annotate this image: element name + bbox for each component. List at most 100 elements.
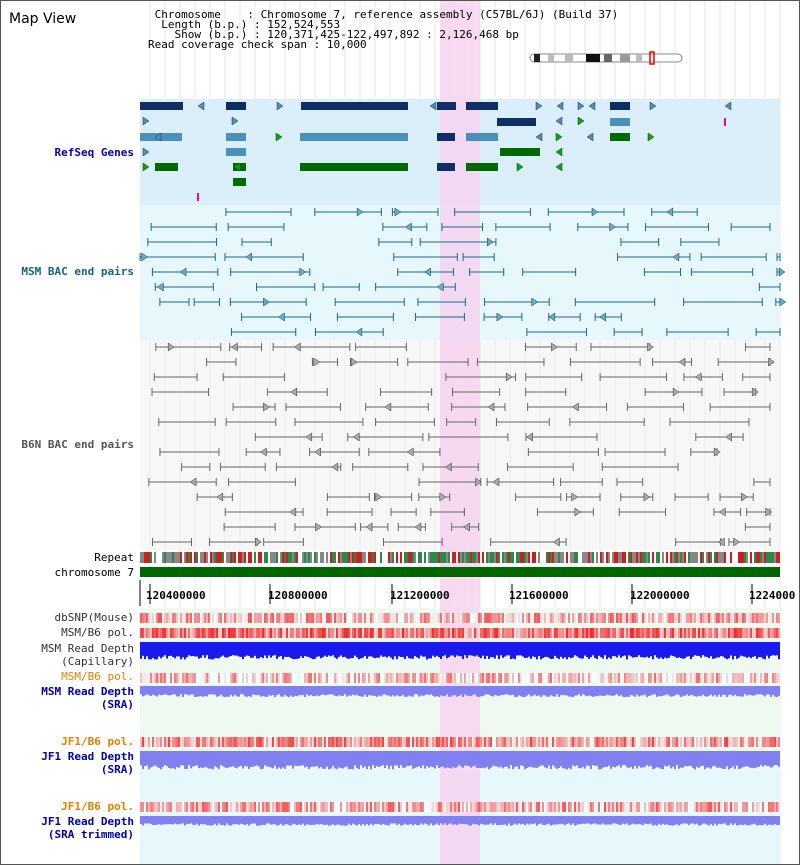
polymorphism-heat-cell bbox=[704, 628, 706, 638]
polymorphism-heat-cell bbox=[230, 613, 232, 623]
polymorphism-heat-cell bbox=[538, 673, 540, 683]
read-depth-bar bbox=[552, 686, 554, 697]
repeat-segment bbox=[688, 552, 690, 563]
read-depth-bar bbox=[218, 642, 220, 659]
repeat-segment bbox=[254, 552, 256, 563]
polymorphism-heat-cell bbox=[396, 673, 398, 683]
polymorphism-heat-cell bbox=[504, 628, 506, 638]
read-depth-bar bbox=[180, 816, 182, 824]
read-depth-bar bbox=[338, 642, 340, 657]
read-depth-bar bbox=[200, 686, 202, 697]
polymorphism-heat-cell bbox=[326, 802, 328, 812]
polymorphism-heat-cell bbox=[544, 613, 546, 623]
read-depth-bar bbox=[762, 816, 764, 826]
polymorphism-heat-cell bbox=[428, 802, 430, 812]
read-depth-bar bbox=[424, 751, 426, 769]
polymorphism-heat-cell bbox=[616, 613, 618, 623]
read-depth-bar bbox=[348, 751, 350, 770]
polymorphism-heat-cell bbox=[384, 613, 386, 623]
repeat-segment bbox=[504, 552, 506, 563]
polymorphism-heat-cell bbox=[620, 802, 622, 812]
polymorphism-heat-cell bbox=[440, 628, 442, 638]
polymorphism-heat-cell bbox=[752, 613, 754, 623]
read-depth-bar bbox=[268, 686, 270, 696]
polymorphism-heat-cell bbox=[164, 802, 166, 812]
read-depth-bar bbox=[410, 816, 412, 825]
read-depth-bar bbox=[298, 686, 300, 696]
polymorphism-heat-cell bbox=[506, 628, 508, 638]
polymorphism-heat-cell bbox=[522, 673, 524, 683]
read-depth-bar bbox=[690, 686, 692, 696]
repeat-segment bbox=[180, 552, 182, 563]
polymorphism-heat-cell bbox=[322, 613, 324, 623]
gene-strand-arrow bbox=[278, 312, 285, 322]
repeat-segment bbox=[450, 552, 452, 563]
read-depth-bar bbox=[512, 686, 514, 695]
gene-exon-block bbox=[466, 102, 498, 110]
read-depth-bar bbox=[460, 751, 462, 767]
polymorphism-heat-cell bbox=[772, 613, 774, 623]
repeat-segment bbox=[562, 552, 564, 563]
read-depth-bar bbox=[414, 642, 416, 657]
read-depth-bar bbox=[502, 686, 504, 696]
read-depth-bar bbox=[252, 751, 254, 767]
polymorphism-heat-cell bbox=[240, 613, 242, 623]
read-depth-bar bbox=[344, 751, 346, 768]
read-depth-bar bbox=[148, 751, 150, 770]
read-depth-bar bbox=[722, 751, 724, 769]
polymorphism-heat-cell bbox=[248, 802, 250, 812]
polymorphism-heat-cell bbox=[714, 613, 716, 623]
repeat-segment bbox=[422, 552, 424, 563]
read-depth-bar bbox=[686, 816, 688, 824]
read-depth-bar bbox=[180, 686, 182, 695]
polymorphism-heat-cell bbox=[740, 802, 742, 812]
repeat-segment bbox=[252, 552, 254, 563]
polymorphism-heat-cell bbox=[436, 737, 438, 747]
read-depth-bar bbox=[626, 816, 628, 824]
polymorphism-heat-cell bbox=[594, 673, 596, 683]
polymorphism-heat-cell bbox=[162, 737, 164, 747]
polymorphism-heat-cell bbox=[452, 673, 454, 683]
read-depth-bar bbox=[240, 751, 242, 766]
polymorphism-heat-cell bbox=[758, 802, 760, 812]
read-depth-bar bbox=[154, 816, 156, 825]
polymorphism-heat-cell bbox=[170, 737, 172, 747]
gene-strand-arrow bbox=[245, 252, 253, 262]
repeat-segment bbox=[474, 552, 476, 563]
polymorphism-heat-cell bbox=[646, 628, 648, 638]
read-depth-bar bbox=[472, 751, 474, 767]
repeat-segment bbox=[740, 552, 742, 563]
read-depth-bar bbox=[214, 686, 216, 695]
read-depth-bar bbox=[606, 816, 608, 825]
read-depth-bar bbox=[582, 642, 584, 659]
repeat-segment bbox=[490, 552, 492, 563]
polymorphism-heat-cell bbox=[334, 628, 336, 638]
repeat-segment bbox=[186, 552, 188, 563]
polymorphism-heat-cell bbox=[716, 802, 718, 812]
polymorphism-heat-cell bbox=[678, 737, 680, 747]
read-depth-bar bbox=[364, 686, 366, 695]
polymorphism-heat-cell bbox=[448, 628, 450, 638]
read-depth-bar bbox=[682, 642, 684, 659]
polymorphism-heat-cell bbox=[164, 737, 166, 747]
polymorphism-heat-cell bbox=[730, 628, 732, 638]
read-depth-bar bbox=[178, 642, 180, 657]
polymorphism-heat-cell bbox=[268, 613, 270, 623]
read-depth-bar bbox=[570, 686, 572, 697]
polymorphism-heat-cell bbox=[308, 737, 310, 747]
read-depth-bar bbox=[244, 686, 246, 697]
read-depth-bar bbox=[720, 686, 722, 697]
read-depth-bar bbox=[620, 816, 622, 826]
polymorphism-heat-cell bbox=[270, 737, 272, 747]
polymorphism-heat-cell bbox=[590, 802, 592, 812]
polymorphism-heat-cell bbox=[500, 628, 502, 638]
polymorphism-heat-cell bbox=[360, 673, 362, 683]
read-depth-bar bbox=[188, 686, 190, 696]
read-depth-bar bbox=[470, 686, 472, 697]
polymorphism-heat-cell bbox=[278, 613, 280, 623]
read-depth-bar bbox=[408, 751, 410, 767]
polymorphism-heat-cell bbox=[482, 737, 484, 747]
read-depth-bar bbox=[494, 751, 496, 767]
polymorphism-heat-cell bbox=[754, 802, 756, 812]
